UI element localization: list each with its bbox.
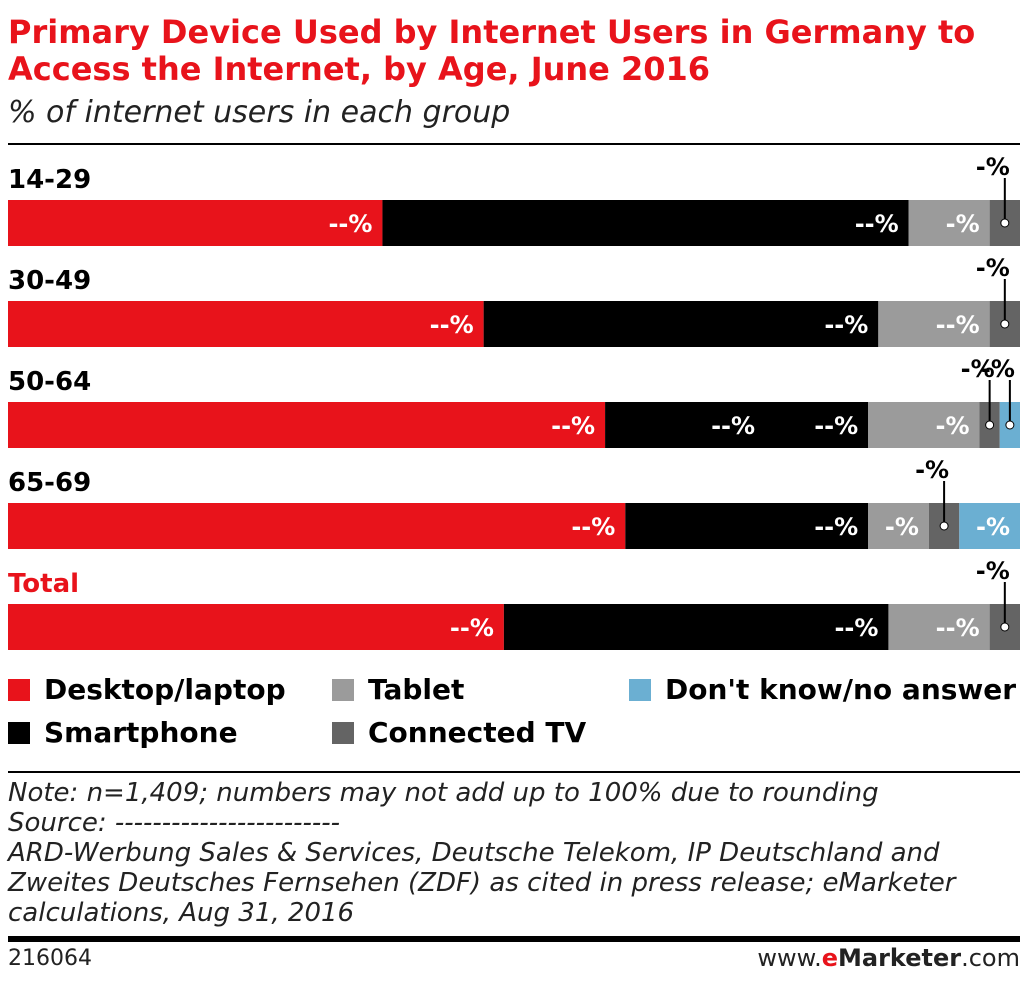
data-label: --% [430,311,474,339]
leader-dot [1005,420,1015,430]
data-label: --% [450,614,494,642]
data-label: -% [961,355,995,383]
bar-segment [868,503,929,549]
brand-main: Marketer [838,944,962,972]
bar-segment [625,503,869,549]
data-label: --% [551,412,595,440]
legend-swatch-tablet [332,679,354,701]
bar-segment [908,200,990,246]
data-label: --% [328,210,372,238]
bar-segment [8,503,626,549]
brand-prefix: www. [757,944,822,972]
category-label: 65-69 [8,468,91,498]
bar-segment [888,604,990,650]
brand-link[interactable]: www.eMarketer.com [757,944,1020,972]
bar-segment [8,301,484,347]
data-label: --% [814,412,858,440]
legend-swatch-dont-know [629,679,651,701]
category-label: Total [8,569,79,599]
bar-segment [959,503,1020,549]
bar-segment [8,604,504,650]
data-label: --% [814,513,858,541]
category-label: 14-29 [8,165,91,195]
data-label: -% [946,210,980,238]
notes-block: Note: n=1,409; numbers may not add up to… [8,778,1020,928]
leader-dot [1000,218,1010,228]
data-label: --% [824,311,868,339]
source-line-2: Zweites Deutsches Fernsehen (ZDF) as cit… [8,868,956,898]
brand-suffix: .com [961,944,1020,972]
brand-e: e [821,944,839,972]
chart-id: 216064 [8,946,92,971]
data-label: -% [976,254,1010,282]
stacked-bar-chart: 14-29--% --% -%-%30-49--% --% --%-%50-64--% -… [8,153,1020,650]
bar-segment [878,301,990,347]
data-label: -% [981,355,1015,383]
legend-label-tablet: Tablet [368,673,465,706]
bottom-rule [8,936,1020,942]
data-label: -% [936,412,970,440]
data-label: -% [915,456,949,484]
leader-dot [1000,622,1010,632]
bar-segment [8,402,606,448]
legend-swatch-desktop-laptop [8,679,30,701]
legend-swatch-connected-tv [332,722,354,744]
data-label: -% [976,513,1010,541]
top-rule [8,143,1020,145]
data-label: --% [855,210,899,238]
source-line-3: calculations, Aug 31, 2016 [8,898,355,928]
data-label: --% [834,614,878,642]
legend-swatch-smartphone [8,722,30,744]
bar-segment [483,301,879,347]
data-label: -% [976,557,1010,585]
data-label: -% [885,513,919,541]
legend-label-dont-know: Don't know/no answer [665,673,1017,706]
data-label: --% [571,513,615,541]
bar-segment [8,200,383,246]
data-label: --% [936,311,980,339]
bar-segment [868,402,980,448]
category-label: 50-64 [8,367,91,397]
legend-label-connected-tv: Connected TV [368,716,587,749]
note-text: Note: n=1,409; numbers may not add up to… [8,778,879,808]
data-label: --% [711,412,755,440]
notes-rule [8,771,1020,773]
leader-dot [1000,319,1010,329]
chart-title: Primary Device Used by Internet Users in… [8,13,976,88]
category-label: 30-49 [8,266,91,296]
bar-segment [605,402,869,448]
data-label: -% [976,153,1010,181]
legend-label-smartphone: Smartphone [44,716,238,749]
chart-subtitle: % of internet users in each group [8,95,511,130]
source-label: Source: ------------------------ [8,808,341,838]
leader-dot [985,420,995,430]
bar-segment [382,200,909,246]
data-label: --% [936,614,980,642]
bar-segment [503,604,889,650]
source-line-1: ARD-Werbung Sales & Services, Deutsche T… [8,838,940,868]
legend-label-desktop-laptop: Desktop/laptop [44,673,286,706]
leader-dot [939,521,949,531]
